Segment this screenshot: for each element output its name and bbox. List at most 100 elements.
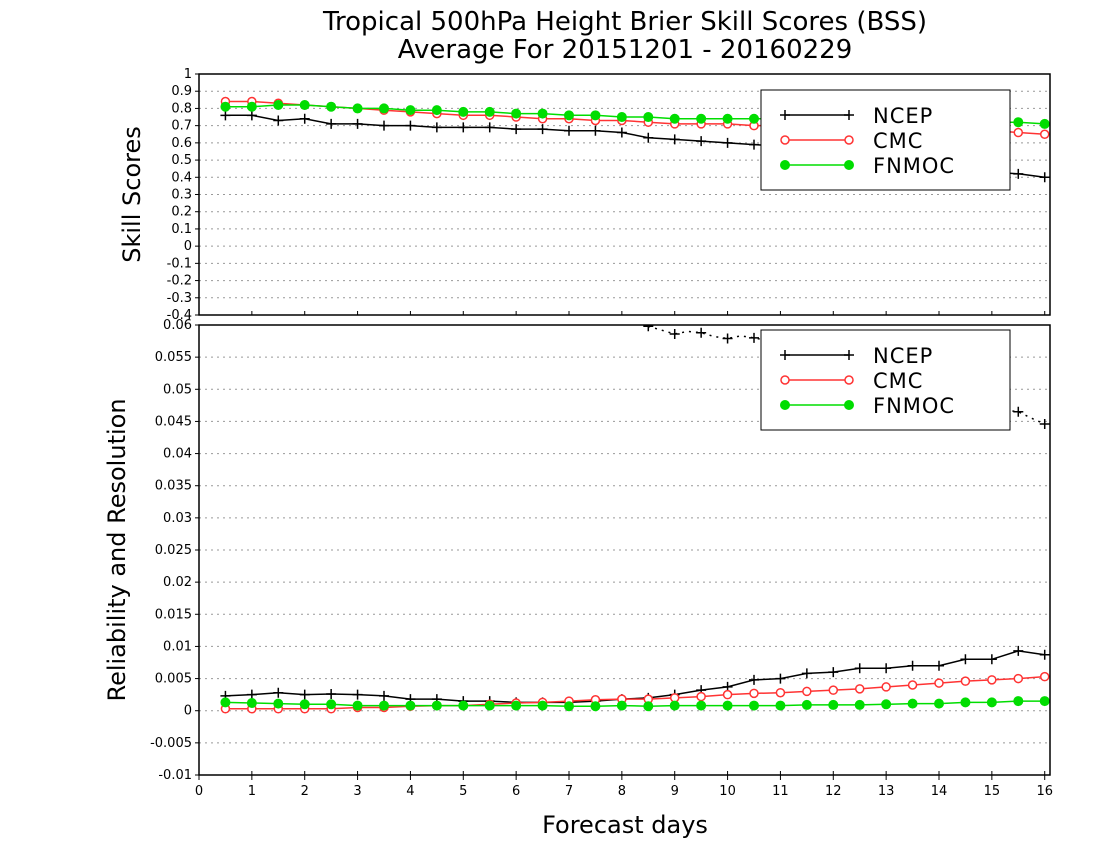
data-point (749, 688, 759, 699)
data-point (960, 654, 971, 665)
y-tick-label: 0 (184, 239, 192, 254)
data-point (511, 108, 522, 119)
legend-marker (844, 400, 854, 410)
data-point (299, 113, 310, 124)
data-point (775, 700, 786, 711)
data-point (643, 112, 654, 123)
data-point (960, 676, 971, 686)
legend-label-ncep: NCEP (873, 104, 933, 128)
data-point (1039, 118, 1050, 129)
data-point (934, 660, 944, 671)
data-point (828, 699, 839, 710)
data-point (828, 667, 839, 678)
data-point (590, 110, 601, 121)
data-point (299, 689, 310, 700)
y-tick-label: 0.055 (155, 350, 192, 365)
data-point (934, 678, 944, 688)
data-point (484, 122, 495, 133)
series-fnmoc (220, 696, 1050, 712)
data-point (775, 687, 786, 698)
reliability-resolution-panel: 0.06 0.055 0.05 0.045 0.04 0.035 0.03 0.025 0.02… (103, 318, 1051, 783)
y-tick-label: -0.3 (167, 291, 192, 306)
data-point (458, 106, 469, 117)
data-point (775, 673, 786, 684)
legend-marker (844, 110, 854, 120)
legend-marker (780, 110, 790, 120)
data-point (881, 663, 892, 674)
y-tick-label: 0 (184, 704, 192, 719)
data-point (907, 660, 918, 671)
y-tick-label: 0.025 (155, 543, 192, 558)
data-point (616, 112, 627, 123)
legend-marker (844, 375, 854, 385)
legend-marker (780, 400, 790, 410)
data-point (907, 680, 918, 690)
data-point (643, 325, 654, 332)
data-point (722, 113, 733, 124)
data-point (220, 110, 231, 121)
x-tick-label: 7 (565, 784, 573, 799)
data-point (1013, 645, 1024, 656)
data-point (537, 124, 548, 135)
data-point (352, 689, 363, 700)
data-point (379, 120, 389, 131)
data-point (405, 700, 416, 711)
y-tick-label: 0.02 (163, 575, 192, 590)
skill-score-panel: 1 0.9 0.8 0.7 0.6 0.5 0.4 0.3 0.2 0.1 0 -0.1 -0.2 -0.… (118, 67, 1051, 323)
legend-marker (844, 160, 854, 170)
y-tick-label: 0.01 (163, 639, 192, 654)
data-point (696, 700, 707, 711)
y-tick-label: -0.2 (167, 274, 192, 289)
data-point (1013, 673, 1024, 684)
x-tick-label: 6 (512, 784, 520, 799)
x-tick-label: 16 (1036, 784, 1053, 799)
data-point (749, 332, 759, 343)
data-point (590, 701, 601, 712)
data-point (1013, 127, 1024, 138)
x-tick-label: 14 (931, 784, 948, 799)
data-point (326, 699, 337, 710)
data-point (828, 685, 839, 695)
y-tick-label: 0.5 (171, 153, 192, 168)
y-tick-label: 0.06 (163, 318, 192, 333)
data-point (246, 698, 257, 708)
y-tick-label: 0.03 (163, 511, 192, 526)
data-point (590, 125, 601, 136)
legend-marker (844, 135, 854, 145)
data-point (986, 654, 997, 665)
data-point (749, 139, 759, 150)
data-point (220, 697, 231, 708)
series-ncep (220, 645, 1050, 708)
data-point (431, 700, 442, 711)
data-point (986, 697, 997, 708)
legend-marker (780, 375, 790, 385)
y-tick-label: 0.9 (171, 84, 192, 99)
legend-marker (844, 350, 854, 360)
data-point (722, 333, 733, 344)
data-point (1039, 129, 1050, 139)
data-point (616, 700, 627, 711)
data-point (1013, 406, 1024, 417)
legend-label-fnmoc: FNMOC (873, 394, 955, 418)
data-point (379, 690, 389, 701)
data-point (854, 663, 865, 674)
data-point (458, 700, 469, 711)
y-axis-label: Skill Scores (118, 126, 146, 263)
chart-title-line1: Tropical 500hPa Height Brier Skill Score… (322, 7, 927, 37)
legend-marker (780, 350, 790, 360)
chart-title-line2: Average For 20151201 - 20160229 (398, 35, 853, 65)
data-point (326, 689, 337, 699)
data-point (696, 113, 707, 124)
x-tick-label: 15 (984, 784, 1001, 799)
data-point (511, 700, 522, 711)
data-point (299, 699, 310, 710)
y-tick-label: 0.6 (171, 136, 192, 151)
data-point (405, 105, 416, 116)
data-point (405, 120, 416, 131)
y-tick-label: 0.035 (155, 479, 192, 494)
data-point (987, 675, 997, 685)
y-tick-label: 0.3 (171, 188, 192, 203)
y-tick-label: 0.045 (155, 414, 192, 429)
y-axis-label: Reliability and Resolution (103, 398, 131, 701)
